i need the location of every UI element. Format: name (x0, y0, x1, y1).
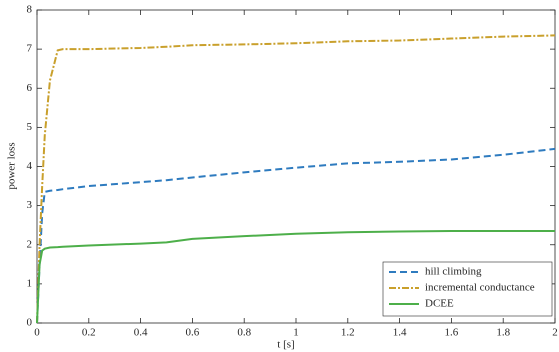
x-tick-label: 0 (34, 327, 40, 339)
y-tick-label: 5 (27, 121, 33, 133)
x-axis-label: t [s] (277, 339, 294, 351)
y-tick-label: 1 (27, 277, 33, 289)
y-tick-label: 3 (27, 199, 33, 211)
legend-label: incremental conductance (425, 282, 535, 294)
y-axis-label: power loss (6, 142, 18, 189)
x-tick-label: 2 (552, 327, 558, 339)
x-tick-label: 1.8 (496, 327, 510, 339)
series-line (36, 230, 555, 324)
x-tick-label: 0.8 (237, 327, 251, 339)
x-tick-label: 1 (293, 327, 299, 339)
x-tick-label: 0.6 (186, 327, 200, 339)
x-tick-label: 0.4 (134, 327, 148, 339)
x-tick-label: 1.4 (393, 327, 407, 339)
legend-label: hill climbing (425, 266, 482, 278)
y-tick-label: 7 (27, 43, 33, 55)
y-tick-label: 2 (27, 238, 33, 250)
legend-label: DCEE (425, 298, 454, 310)
y-tick-label: 8 (27, 4, 33, 16)
x-tick-label: 1.2 (341, 327, 355, 339)
series-line (36, 34, 556, 324)
x-tick-label: 1.6 (445, 327, 459, 339)
y-tick-label: 6 (27, 82, 33, 94)
y-tick-label: 4 (27, 160, 33, 172)
x-tick-label: 0.2 (82, 327, 96, 339)
y-tick-label: 0 (27, 317, 33, 329)
series-line (36, 147, 556, 324)
